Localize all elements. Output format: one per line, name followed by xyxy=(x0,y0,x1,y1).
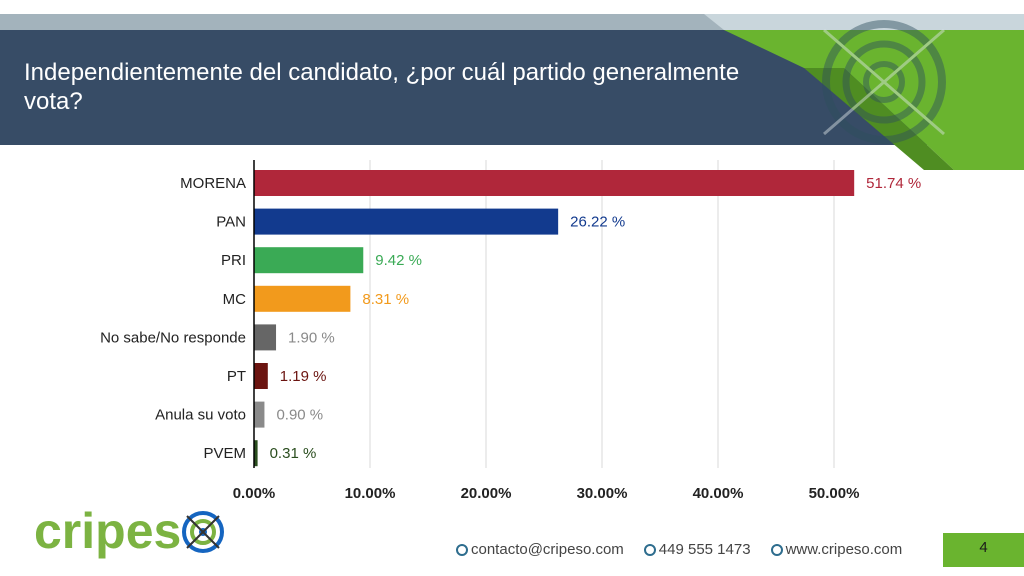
category-label: PVEM xyxy=(203,445,246,462)
bar xyxy=(254,208,559,235)
category-label: MORENA xyxy=(180,175,246,192)
logo-target-icon xyxy=(182,511,225,553)
target-watermark-icon xyxy=(822,20,946,144)
x-tick-label: 30.00% xyxy=(577,485,628,502)
bar xyxy=(254,401,265,428)
cripeso-logo: cripes xyxy=(34,506,225,556)
data-label: 1.90 % xyxy=(288,329,335,346)
x-tick-labels: 0.00% 10.00% 20.00% 30.00% 40.00% 50.00% xyxy=(233,485,860,502)
target-icon xyxy=(456,543,468,556)
x-tick-label: 10.00% xyxy=(345,485,396,502)
phone-text: 449 555 1473 xyxy=(658,541,751,558)
bar xyxy=(254,363,268,389)
data-label: 0.31 % xyxy=(270,445,317,462)
data-label: 8.31 % xyxy=(362,291,409,308)
footer-email[interactable]: contacto@cripeso.com xyxy=(456,541,624,558)
footer-web[interactable]: www.cripeso.com xyxy=(770,541,903,558)
category-label: PT xyxy=(227,368,246,385)
data-label: 1.19 % xyxy=(280,368,327,385)
data-label: 0.90 % xyxy=(276,407,323,424)
value-labels: 51.74 % 26.22 % 9.42 % 8.31 % 1.90 % 1.19 % 0.… xyxy=(270,175,922,462)
bar xyxy=(254,285,351,312)
category-label: PAN xyxy=(216,214,246,231)
bar-chart: MORENA PAN PRI MC No sabe/No responde PT Anula… xyxy=(100,160,922,502)
data-label: 9.42 % xyxy=(375,252,422,269)
bar xyxy=(254,247,364,274)
chart-gridlines xyxy=(369,160,835,468)
x-tick-label: 20.00% xyxy=(461,485,512,502)
corner-green-shape xyxy=(724,30,1024,170)
email-text: contacto@cripeso.com xyxy=(471,541,624,558)
footer-phone[interactable]: 449 555 1473 xyxy=(643,541,751,558)
top-white-strip xyxy=(0,0,1024,14)
footer-contact: contacto@cripeso.com 449 555 1473 www.cr… xyxy=(456,541,902,558)
bar xyxy=(254,170,855,196)
x-tick-label: 50.00% xyxy=(809,485,860,502)
category-labels: MORENA PAN PRI MC No sabe/No responde PT Anula… xyxy=(100,175,246,462)
chart-bars xyxy=(254,170,855,467)
data-label: 26.22 % xyxy=(570,214,625,231)
category-label: MC xyxy=(223,291,246,308)
category-label: Anula su voto xyxy=(155,407,246,424)
x-tick-label: 40.00% xyxy=(693,485,744,502)
corner-dark-green xyxy=(804,68,954,170)
page-number: 4 xyxy=(943,533,1024,567)
corner-decoration xyxy=(704,14,1024,170)
data-label: 51.74 % xyxy=(866,175,921,192)
bar xyxy=(254,440,258,467)
category-label: PRI xyxy=(221,252,246,269)
x-tick-label: 0.00% xyxy=(233,485,276,502)
corner-light-band xyxy=(704,14,1024,30)
slide-title: Independientemente del candidato, ¿por c… xyxy=(24,59,740,115)
bar xyxy=(254,324,277,351)
logo-text: cripes xyxy=(34,503,182,559)
target-icon xyxy=(770,543,783,556)
category-label: No sabe/No responde xyxy=(100,329,246,346)
target-icon xyxy=(643,543,656,556)
web-text: www.cripeso.com xyxy=(785,541,903,558)
